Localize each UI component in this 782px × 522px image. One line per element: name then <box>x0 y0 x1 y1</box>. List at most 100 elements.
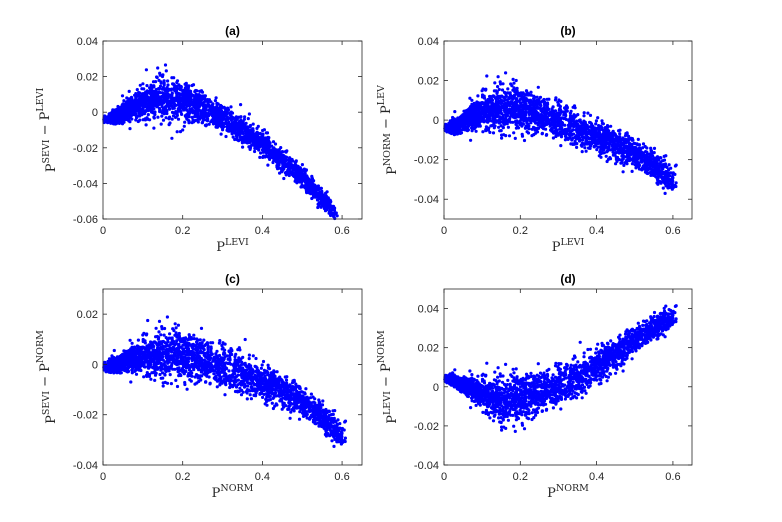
data-point <box>618 128 622 132</box>
data-point <box>670 171 675 175</box>
data-point <box>154 87 158 92</box>
data-point <box>129 95 134 99</box>
data-point <box>586 111 590 115</box>
data-point <box>202 94 206 98</box>
data-point <box>555 112 559 116</box>
data-point <box>565 109 569 113</box>
data-point <box>568 118 572 122</box>
data-point <box>544 133 549 137</box>
data-point <box>311 192 315 196</box>
data-point <box>179 103 183 107</box>
data-point <box>520 132 524 136</box>
data-point <box>156 115 160 119</box>
data-point <box>269 155 273 159</box>
data-point <box>492 126 496 130</box>
data-point <box>204 108 208 112</box>
data-point <box>594 119 599 123</box>
data-point <box>145 84 149 88</box>
data-point <box>311 188 315 192</box>
data-point <box>536 85 540 89</box>
data-point <box>170 117 174 121</box>
x-tick-label: 0.4 <box>255 225 270 237</box>
data-point <box>275 157 279 161</box>
data-point <box>667 163 671 167</box>
data-point <box>170 94 174 98</box>
data-point <box>241 122 246 126</box>
panel-title: (a) <box>225 24 240 38</box>
data-point <box>571 105 575 109</box>
data-point <box>264 131 268 135</box>
data-point <box>219 132 223 136</box>
data-point <box>292 173 296 177</box>
data-point <box>481 87 485 91</box>
data-point <box>241 145 245 149</box>
data-point <box>508 117 512 121</box>
data-point <box>335 214 339 218</box>
data-point <box>135 98 139 102</box>
data-point <box>241 131 245 136</box>
data-point <box>542 97 546 102</box>
data-point <box>127 89 131 93</box>
data-point <box>172 106 176 110</box>
data-point <box>583 136 587 140</box>
data-point <box>159 101 163 105</box>
data-point <box>566 136 570 140</box>
data-point <box>486 128 490 132</box>
data-point <box>167 107 172 111</box>
data-point <box>175 130 179 134</box>
data-point <box>639 159 643 163</box>
data-point <box>186 111 190 115</box>
data-point <box>318 194 322 198</box>
data-point <box>674 163 678 167</box>
data-point <box>129 107 133 111</box>
data-point <box>136 114 140 118</box>
data-point <box>165 109 169 113</box>
data-point <box>596 145 600 149</box>
data-point <box>165 86 169 90</box>
data-point <box>583 146 587 150</box>
data-point <box>249 144 253 148</box>
data-point <box>497 87 501 92</box>
data-point <box>259 151 263 155</box>
data-point <box>216 102 220 106</box>
data-point <box>263 155 267 159</box>
data-point <box>187 115 191 119</box>
data-point <box>248 125 252 129</box>
data-point <box>666 183 671 187</box>
data-point <box>177 96 181 100</box>
data-point <box>251 130 255 134</box>
data-point <box>203 118 208 122</box>
data-point <box>200 90 205 94</box>
data-point <box>108 118 112 122</box>
data-point <box>282 176 286 181</box>
data-point <box>609 124 613 128</box>
data-point <box>513 116 517 120</box>
data-point <box>111 122 116 126</box>
data-point <box>147 103 151 107</box>
data-point <box>544 115 548 119</box>
data-point <box>621 170 625 174</box>
data-point <box>619 140 623 144</box>
data-point <box>602 151 606 155</box>
data-point <box>568 132 572 136</box>
data-point <box>292 168 296 172</box>
data-point <box>514 120 518 124</box>
data-point <box>239 103 243 107</box>
y-tick-label: 0 <box>92 107 98 119</box>
data-point <box>285 164 289 168</box>
data-point <box>553 120 557 124</box>
data-point <box>190 102 194 106</box>
data-point <box>241 136 245 140</box>
data-point <box>559 144 563 148</box>
data-point <box>280 154 284 158</box>
data-point <box>324 205 328 209</box>
data-point <box>157 78 161 82</box>
data-point <box>273 154 277 158</box>
data-point <box>157 90 161 94</box>
data-point <box>160 114 164 118</box>
data-point <box>220 124 224 128</box>
data-point <box>485 74 489 78</box>
data-point <box>112 115 116 119</box>
data-point <box>158 86 162 90</box>
data-point <box>229 105 233 109</box>
